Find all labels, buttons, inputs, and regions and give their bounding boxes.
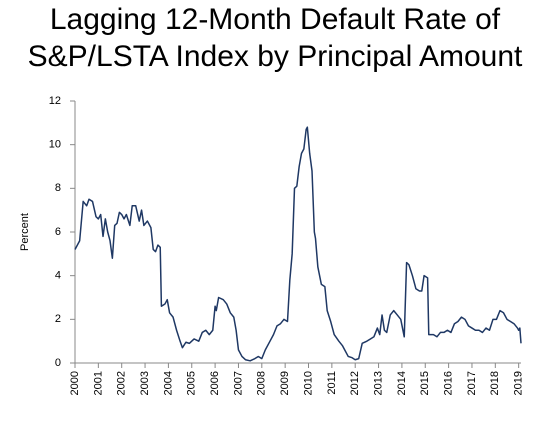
y-tick-label: 12 [49, 95, 61, 107]
x-tick-label: 2000 [69, 371, 81, 395]
y-tick-label: 4 [55, 270, 61, 282]
x-tick-label: 2008 [256, 371, 268, 395]
x-tick-label: 2003 [139, 371, 151, 395]
x-tick-label: 2015 [419, 371, 431, 395]
data-line [74, 126, 522, 362]
chart-title: S&P/LSTA Index by Principal Amount [28, 40, 523, 73]
y-axis-label: Percent [19, 213, 31, 251]
x-tick-label: 2017 [466, 371, 478, 395]
y-tick-label: 2 [55, 313, 61, 325]
y-tick-label: 8 [55, 182, 61, 194]
x-tick-label: 2001 [92, 371, 104, 395]
x-tick-label: 2002 [116, 371, 128, 395]
x-tick-label: 2005 [186, 371, 198, 395]
x-tick-label: 2012 [349, 371, 361, 395]
y-tick-label: 10 [49, 139, 61, 151]
x-tick-label: 2004 [162, 371, 174, 395]
y-tick-label: 6 [55, 226, 61, 238]
y-tick-label: 0 [55, 357, 61, 369]
x-tick-label: 2016 [443, 371, 455, 395]
x-tick-label: 2018 [489, 371, 501, 395]
x-tick-label: 2010 [302, 371, 314, 395]
x-tick-label: 2007 [232, 371, 244, 395]
x-tick-label: 2009 [279, 371, 291, 395]
x-tick-label: 2019 [513, 371, 525, 395]
x-tick-label: 2013 [372, 371, 384, 395]
x-tick-label: 2011 [326, 371, 338, 395]
chart-title: Lagging 12-Month Default Rate of [50, 3, 501, 36]
x-tick-label: 2014 [396, 371, 408, 395]
x-tick-label: 2006 [209, 371, 221, 395]
